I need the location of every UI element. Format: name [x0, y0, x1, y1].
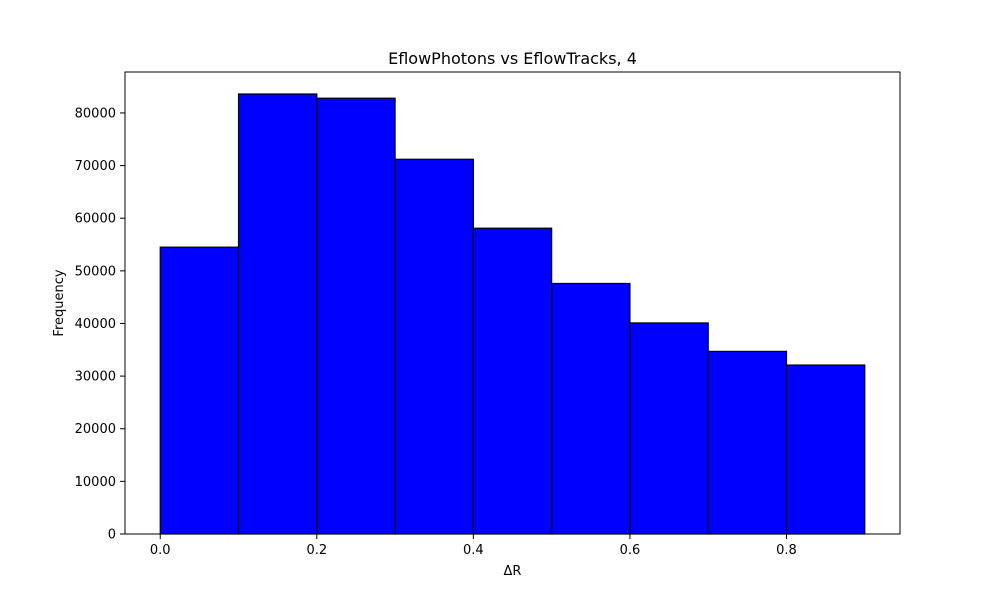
- y-tick-label: 80000: [75, 106, 116, 121]
- histogram-bar: [472, 227, 553, 535]
- bars-group: [159, 93, 866, 535]
- y-tick-label: 30000: [75, 370, 116, 385]
- chart-title: EflowPhotons vs EflowTracks, 4: [388, 49, 637, 68]
- y-axis-label: Frequency: [52, 269, 67, 336]
- histogram-bar: [707, 350, 788, 535]
- histogram-bar: [316, 97, 396, 535]
- y-tick-label: 20000: [75, 422, 116, 437]
- y-tick-label: 60000: [75, 212, 116, 227]
- histogram-bar: [159, 246, 240, 535]
- y-tick-label: 50000: [75, 264, 116, 279]
- x-tick-label: 0.6: [620, 543, 641, 558]
- x-tick-label: 0.4: [463, 543, 484, 558]
- y-tick-label: 0: [108, 528, 116, 543]
- histogram-bar: [237, 93, 318, 535]
- x-tick-label: 0.8: [776, 543, 797, 558]
- y-tick-label: 10000: [75, 475, 116, 490]
- y-axis-ticks: 0 10000 20000 30000 40000 50000 60000 70000 8000…: [75, 106, 125, 543]
- histogram-bar: [629, 322, 709, 535]
- histogram-bar: [394, 158, 474, 535]
- y-tick-label: 70000: [75, 159, 116, 174]
- x-tick-label: 0.0: [150, 543, 171, 558]
- x-tick-label: 0.2: [306, 543, 327, 558]
- histogram-bar: [785, 364, 866, 535]
- histogram-bar: [551, 282, 631, 535]
- x-axis-ticks: 0.0 0.2 0.4 0.6 0.8: [150, 534, 797, 558]
- x-axis-label: ΔR: [504, 564, 522, 579]
- plot-area-frame: [124, 71, 901, 535]
- y-tick-label: 40000: [75, 317, 116, 332]
